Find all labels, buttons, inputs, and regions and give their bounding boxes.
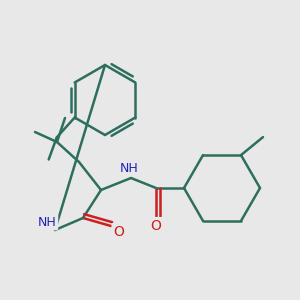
- Text: O: O: [114, 225, 124, 239]
- Text: O: O: [151, 219, 161, 233]
- Text: NH: NH: [38, 215, 56, 229]
- Text: NH: NH: [120, 161, 138, 175]
